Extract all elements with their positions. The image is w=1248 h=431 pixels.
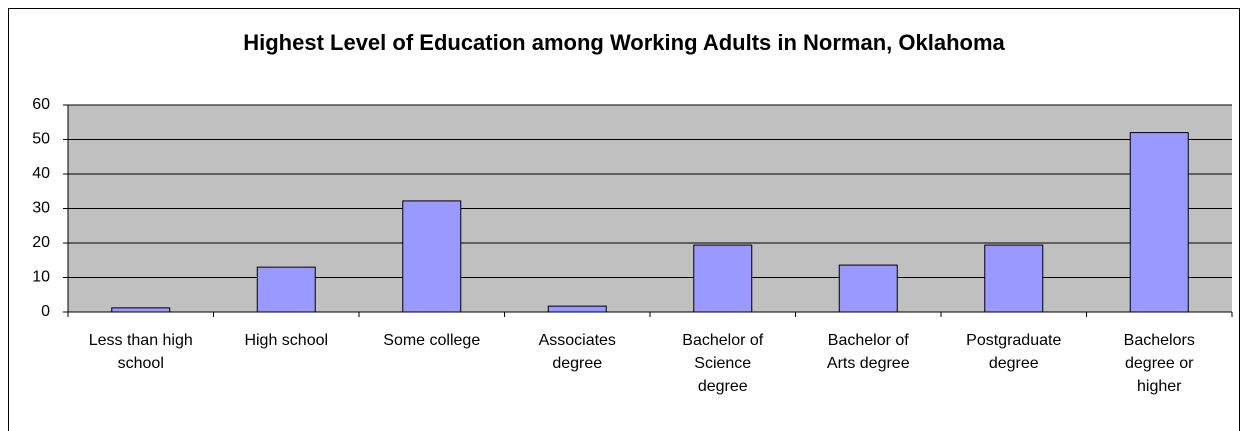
- y-tick-label: 30: [32, 200, 50, 217]
- bar: [547, 305, 607, 313]
- y-tick-label: 40: [32, 165, 50, 182]
- y-tick-label: 50: [32, 131, 50, 148]
- x-tick-label: Postgraduate degree: [966, 332, 1062, 372]
- x-tick-label: High school: [244, 332, 329, 349]
- y-tick-label: 0: [41, 303, 50, 320]
- bar: [256, 266, 316, 313]
- y-tick-label: 10: [32, 269, 50, 286]
- bar: [111, 307, 171, 313]
- bar: [1129, 132, 1189, 313]
- bar: [838, 264, 898, 313]
- x-tick-label: Bachelors degree or higher: [1123, 332, 1195, 395]
- x-tick-label: Less than high school: [88, 332, 193, 372]
- x-tick-label: Bachelor of Science degree: [682, 332, 764, 395]
- chart-title: Highest Level of Education among Working…: [243, 30, 1005, 55]
- bar: [402, 200, 462, 313]
- bar: [984, 244, 1044, 313]
- y-tick-label: 20: [32, 234, 50, 251]
- bar: [693, 244, 753, 313]
- x-tick-label: Bachelor of Arts degree: [826, 332, 910, 372]
- x-tick-label: Some college: [383, 332, 481, 349]
- y-tick-label: 60: [32, 96, 50, 113]
- x-tick-label: Associates degree: [538, 332, 616, 372]
